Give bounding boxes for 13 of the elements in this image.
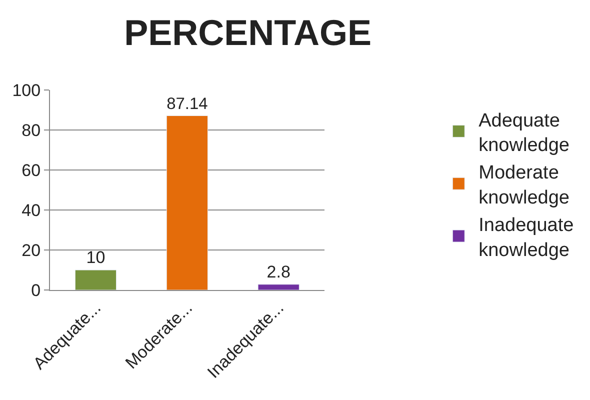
y-tick-label: 0 (31, 280, 41, 300)
data-label: 87.14 (166, 94, 208, 113)
y-tick-label: 20 (22, 240, 41, 260)
y-tick-label: 40 (22, 200, 41, 220)
legend-label: Moderate knowledge (478, 162, 570, 208)
y-tick-label: 100 (12, 80, 41, 100)
legend-label: Adequate knowledge (478, 110, 570, 156)
y-tick-label: 60 (22, 160, 41, 180)
data-label: 10 (86, 248, 106, 267)
data-label: 2.8 (266, 262, 290, 282)
y-tick-label: 80 (22, 120, 41, 140)
chart-title: PERCENTAGE (124, 12, 372, 54)
legend-label: Inadequate knowledge (478, 215, 574, 261)
